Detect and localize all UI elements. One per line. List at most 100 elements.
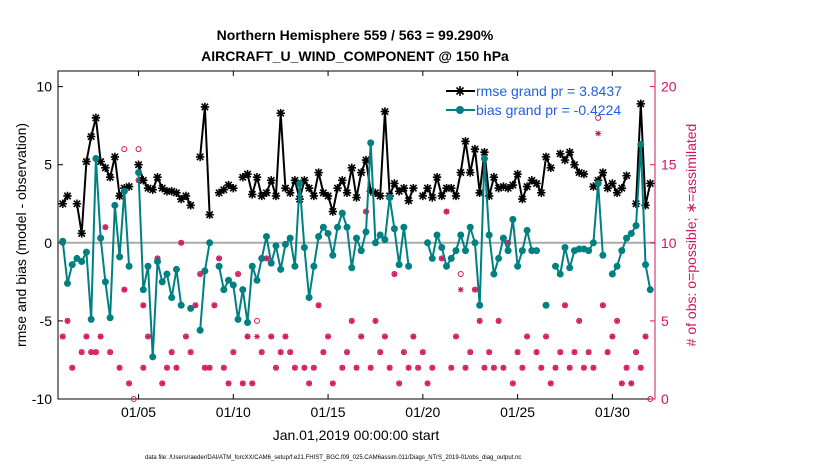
- bias-point: [438, 243, 446, 251]
- x-axis-label: Jan.01,2019 00:00:00 start: [273, 427, 440, 443]
- rmse-point: [285, 188, 295, 198]
- rmse-point: [484, 191, 494, 201]
- bias-point: [466, 223, 474, 231]
- y-tick-label: 0: [44, 235, 52, 251]
- obs-assimilated-point: [543, 333, 549, 340]
- rmse-point: [565, 148, 574, 157]
- rmse-point: [229, 183, 238, 193]
- obs-assimilated-point: [472, 286, 478, 293]
- rmse-point: [276, 108, 285, 118]
- bias-point: [139, 286, 147, 294]
- obs-assimilated-point: [500, 364, 507, 371]
- bias-point: [239, 286, 247, 294]
- bias-point: [59, 237, 67, 245]
- rmse-point: [205, 210, 214, 219]
- rmse-point: [77, 229, 86, 238]
- bias-point: [163, 270, 171, 278]
- rmse-point: [574, 168, 584, 177]
- rmse-point: [499, 182, 508, 191]
- obs-assimilated-point: [429, 364, 436, 371]
- obs-assimilated-point: [168, 349, 175, 355]
- obs-assimilated-point: [59, 333, 66, 340]
- x-tick-label: 01/05: [121, 404, 156, 420]
- bias-point: [457, 231, 465, 239]
- bias-point: [300, 243, 308, 251]
- rmse-point: [399, 183, 409, 193]
- bias-point: [642, 261, 650, 269]
- bias-point: [286, 234, 294, 242]
- bias-point: [443, 262, 451, 270]
- rmse-point: [518, 194, 527, 204]
- obs-assimilated-point: [476, 318, 483, 324]
- obs-assimilated-point: [306, 380, 312, 387]
- obs-assimilated-point: [562, 302, 568, 309]
- rmse-point: [622, 171, 631, 180]
- rmse-point: [508, 180, 518, 190]
- legend-rmse-label: rmse grand pr = 3.8437: [476, 83, 622, 99]
- rmse-point: [124, 182, 134, 191]
- obs-assimilated-point: [145, 333, 151, 340]
- obs-assimilated-point: [600, 302, 606, 309]
- obs-possible-point: [135, 146, 142, 153]
- rmse-point: [352, 193, 361, 202]
- rmse-point: [115, 191, 124, 201]
- obs-assimilated-point: [585, 349, 592, 355]
- obs-assimilated-point: [547, 380, 554, 387]
- rmse-point: [428, 193, 437, 202]
- bias-point: [561, 243, 569, 251]
- bias-point: [623, 234, 631, 242]
- rmse-point: [347, 163, 356, 173]
- obs-assimilated-point: [363, 208, 369, 215]
- obs-assimilated-point: [116, 364, 123, 371]
- bias-point: [594, 179, 602, 187]
- obs-assimilated-point: [642, 333, 649, 340]
- x-tick-label: 01/15: [311, 404, 346, 420]
- bias-point: [106, 314, 114, 322]
- bias-point: [296, 179, 304, 187]
- obs-assimilated-point: [235, 271, 241, 277]
- bias-point: [395, 261, 403, 269]
- obs-assimilated-point: [97, 333, 104, 340]
- obs-assimilated-point: [348, 318, 355, 324]
- obs-possible-point: [647, 396, 654, 402]
- rmse-point: [96, 157, 105, 166]
- rmse-point: [82, 157, 91, 166]
- obs-assimilated-point: [93, 349, 99, 355]
- obs-assimilated-point: [292, 364, 298, 371]
- obs-assimilated-point: [510, 380, 516, 387]
- bias-point: [334, 223, 342, 231]
- obs-assimilated-point: [140, 302, 147, 309]
- bias-point: [154, 258, 161, 266]
- rmse-point: [162, 187, 172, 196]
- bias-point: [116, 253, 124, 261]
- obs-assimilated-point: [78, 349, 85, 355]
- rmse-point: [200, 102, 210, 112]
- obs-possible-point: [130, 396, 137, 402]
- obs-assimilated-point: [230, 349, 237, 355]
- rmse-point: [72, 199, 82, 208]
- bias-point: [490, 270, 498, 278]
- rmse-point: [503, 183, 513, 193]
- rmse-point: [195, 152, 205, 162]
- obs-assimilated-point: [244, 333, 251, 340]
- bias-point: [248, 262, 256, 270]
- obs-assimilated-point: [424, 380, 431, 387]
- obs-assimilated-point: [268, 333, 275, 340]
- bias-point: [324, 229, 332, 237]
- rmse-point: [176, 194, 186, 204]
- obs-assimilated-point: [505, 240, 511, 246]
- bias-point: [135, 169, 143, 177]
- obs-assimilated-point: [633, 349, 639, 355]
- bias-point: [101, 278, 109, 286]
- bias-point: [514, 262, 522, 270]
- obs-assimilated-point: [311, 364, 317, 371]
- obs-assimilated-point: [202, 364, 208, 371]
- obs-assimilated-point: [623, 364, 630, 371]
- obs-assimilated-point: [481, 364, 488, 371]
- obs-assimilated-point: [187, 349, 194, 355]
- rmse-point: [556, 149, 565, 158]
- rmse-point: [546, 163, 555, 173]
- rmse-point: [333, 183, 342, 193]
- bias-point: [310, 262, 318, 270]
- obs-assimilated-point: [353, 364, 360, 371]
